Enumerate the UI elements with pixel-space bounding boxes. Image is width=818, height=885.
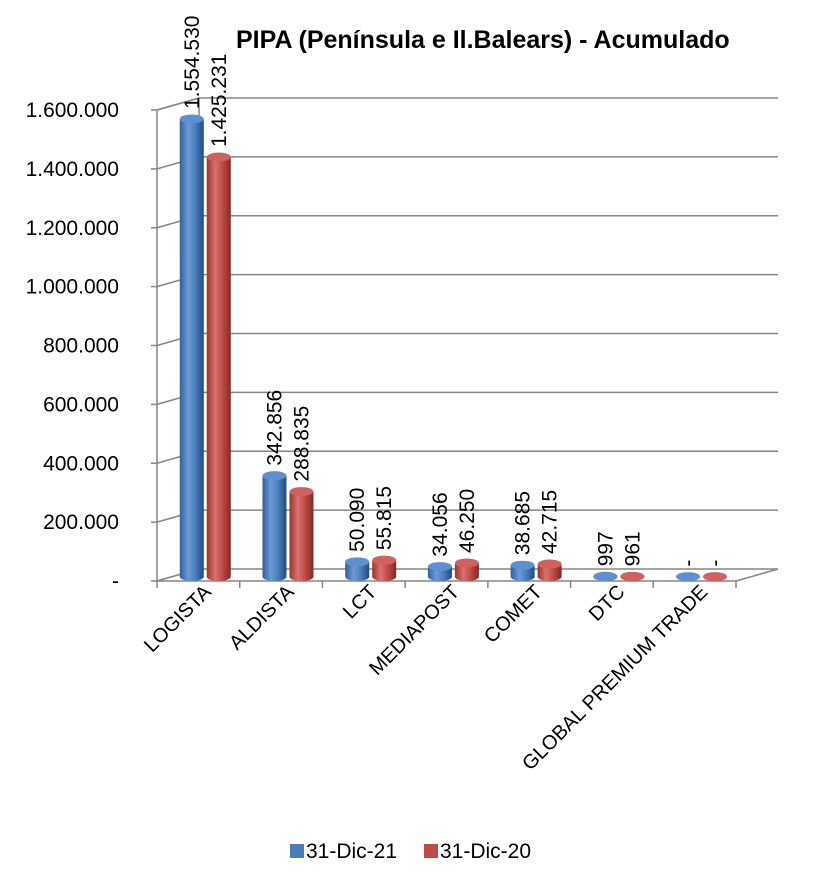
bar-31-Dic-20-DTC — [620, 571, 645, 582]
data-label: 42.715 — [539, 490, 562, 554]
y-tick-label: 200.000 — [43, 511, 119, 534]
y-tick-label: - — [112, 570, 119, 593]
bar-body — [289, 491, 314, 582]
legend-item-0: 31-Dic-21 — [290, 840, 397, 863]
bar-31-Dic-20-COMET — [537, 559, 562, 582]
x-tick-label: LCT — [339, 581, 381, 623]
data-label: 55.815 — [373, 486, 396, 550]
bar-31-Dic-20-LOGISTA — [206, 152, 231, 582]
bar-top — [179, 114, 204, 124]
bar-top — [345, 557, 370, 567]
gridline — [156, 332, 778, 347]
data-labels: 1.554.530 1.425.231 342.856 288.835 50.090 55… — [181, 16, 727, 567]
legend-swatch — [290, 844, 304, 858]
bar-top — [206, 152, 231, 162]
bar-31-Dic-21-COMET — [510, 560, 535, 582]
data-label: 46.250 — [456, 489, 479, 553]
legend-swatch — [424, 844, 438, 858]
bar-body — [372, 560, 397, 582]
legend-label: 31-Dic-21 — [306, 840, 397, 863]
bar-31-Dic-21-DTC — [593, 571, 618, 582]
bar-top — [703, 572, 728, 582]
bar-31-Dic-21-MEDIAPOST — [427, 562, 452, 582]
data-label: 997 — [594, 531, 617, 566]
y-tick-label: 400.000 — [43, 452, 119, 475]
bars — [179, 114, 728, 582]
y-tick-label: 1.200.000 — [26, 217, 119, 240]
bar-top — [676, 572, 701, 582]
x-tick-label: COMET — [480, 581, 547, 648]
bar-31-Dic-20-ALDISTA — [289, 487, 314, 582]
bar-body — [537, 564, 562, 582]
data-label: - — [704, 560, 727, 567]
bar-body — [345, 561, 370, 582]
data-label: 961 — [621, 531, 644, 566]
gridline — [156, 450, 778, 464]
bar-31-Dic-21-GLOBAL PREMIUM TRADE — [676, 572, 701, 582]
chart-title: PIPA (Península e Il.Balears) - Acumulad… — [236, 26, 730, 54]
bar-31-Dic-20-MEDIAPOST — [454, 558, 479, 582]
bar-top — [620, 571, 645, 581]
bar-top — [510, 560, 535, 570]
gridline — [156, 215, 778, 229]
bar-body — [510, 565, 535, 582]
bar-top — [427, 562, 452, 572]
bar-31-Dic-21-LCT — [345, 557, 370, 582]
y-tick-label: 1.600.000 — [26, 99, 119, 122]
legend-item-1: 31-Dic-20 — [424, 840, 531, 863]
bar-top — [537, 559, 562, 569]
data-label: 1.554.530 — [181, 16, 204, 109]
y-tick-label: 800.000 — [43, 335, 119, 358]
bar-body — [262, 475, 287, 582]
bar-top — [372, 555, 397, 565]
bar-top — [593, 571, 618, 581]
gridline — [156, 97, 778, 111]
bar-top — [289, 487, 314, 497]
gridline — [156, 273, 778, 288]
y-tick-label: 1.400.000 — [26, 158, 119, 181]
gridline — [156, 391, 778, 406]
y-tick-label: 600.000 — [43, 393, 119, 416]
bar-31-Dic-21-LOGISTA — [179, 114, 204, 582]
data-label: 34.056 — [429, 492, 452, 556]
data-label: 342.856 — [263, 390, 286, 466]
bar-top — [262, 471, 287, 481]
bar-body — [206, 157, 231, 582]
data-label: 1.425.231 — [208, 54, 231, 147]
x-tick-label: DTC — [585, 581, 630, 626]
bar-body — [454, 562, 479, 582]
legend-label: 31-Dic-20 — [440, 840, 531, 863]
data-label: 38.685 — [512, 491, 535, 555]
y-axis-ticks: - 200.000 400.000 600.000 800.000 1.000.000 1.… — [26, 99, 119, 593]
bar-31-Dic-20-LCT — [372, 555, 397, 582]
x-tick-label: ALDISTA — [225, 581, 299, 655]
data-label: 288.835 — [290, 406, 313, 482]
bar-body — [179, 118, 204, 582]
y-tick-label: 1.000.000 — [26, 276, 119, 299]
data-label: - — [677, 560, 700, 567]
bar-31-Dic-20-GLOBAL PREMIUM TRADE — [703, 572, 728, 582]
legend: 31-Dic-21 31-Dic-20 — [290, 840, 531, 863]
bar-top — [454, 558, 479, 568]
bar-31-Dic-21-ALDISTA — [262, 471, 287, 582]
data-label: 50.090 — [346, 488, 369, 552]
x-tick-label: LOGISTA — [140, 581, 216, 657]
gridline — [156, 156, 778, 170]
